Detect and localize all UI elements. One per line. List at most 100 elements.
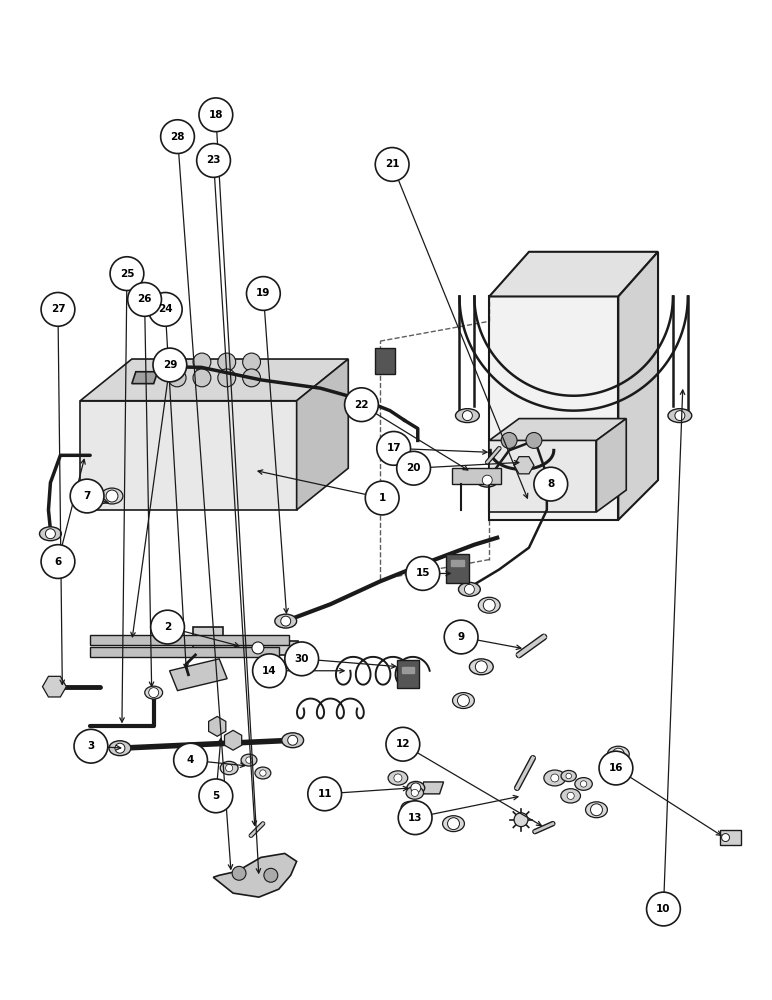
- Circle shape: [225, 764, 232, 772]
- Text: 5: 5: [212, 791, 219, 801]
- Circle shape: [675, 411, 685, 421]
- Text: 28: 28: [171, 132, 185, 142]
- Circle shape: [647, 892, 680, 926]
- Polygon shape: [90, 635, 289, 645]
- Circle shape: [476, 661, 487, 673]
- Text: 8: 8: [547, 479, 554, 489]
- Text: 27: 27: [51, 304, 66, 314]
- Text: 6: 6: [54, 557, 62, 567]
- Circle shape: [168, 369, 186, 387]
- Circle shape: [161, 120, 195, 154]
- Circle shape: [41, 545, 75, 578]
- Circle shape: [148, 293, 182, 326]
- Text: 12: 12: [395, 739, 410, 749]
- Ellipse shape: [109, 741, 130, 756]
- Circle shape: [411, 789, 418, 796]
- Polygon shape: [170, 659, 227, 691]
- Circle shape: [591, 804, 602, 816]
- Text: 25: 25: [120, 269, 134, 279]
- Polygon shape: [489, 440, 597, 512]
- Circle shape: [193, 353, 211, 371]
- Circle shape: [514, 813, 528, 827]
- Ellipse shape: [561, 770, 577, 782]
- Ellipse shape: [452, 693, 474, 708]
- Circle shape: [259, 770, 266, 776]
- Circle shape: [218, 353, 235, 371]
- Circle shape: [232, 866, 246, 880]
- Circle shape: [448, 818, 459, 830]
- Ellipse shape: [575, 778, 592, 790]
- Circle shape: [252, 654, 286, 688]
- Polygon shape: [489, 252, 658, 296]
- Ellipse shape: [479, 597, 500, 613]
- FancyBboxPatch shape: [445, 554, 469, 583]
- Circle shape: [406, 804, 413, 811]
- Polygon shape: [296, 359, 348, 510]
- Text: 13: 13: [408, 813, 422, 823]
- Polygon shape: [618, 252, 658, 520]
- Circle shape: [398, 801, 432, 835]
- Circle shape: [106, 490, 118, 502]
- Circle shape: [288, 735, 298, 745]
- Circle shape: [483, 599, 495, 611]
- FancyBboxPatch shape: [375, 348, 395, 374]
- Circle shape: [567, 792, 574, 799]
- Text: 29: 29: [163, 360, 177, 370]
- Text: 9: 9: [458, 632, 465, 642]
- Ellipse shape: [543, 770, 566, 786]
- Circle shape: [281, 616, 291, 626]
- Circle shape: [411, 783, 421, 793]
- Circle shape: [365, 481, 399, 515]
- Ellipse shape: [241, 754, 257, 766]
- Text: 23: 23: [206, 155, 221, 165]
- Text: 22: 22: [354, 400, 369, 410]
- Circle shape: [252, 642, 264, 654]
- Ellipse shape: [275, 614, 296, 628]
- Text: 30: 30: [294, 654, 309, 664]
- Circle shape: [245, 757, 252, 763]
- Circle shape: [115, 743, 125, 753]
- Text: 1: 1: [378, 493, 386, 503]
- Circle shape: [308, 777, 341, 811]
- Ellipse shape: [469, 659, 493, 675]
- Circle shape: [375, 148, 409, 181]
- Text: 24: 24: [158, 304, 173, 314]
- Text: 3: 3: [87, 741, 94, 751]
- Circle shape: [199, 98, 232, 132]
- Circle shape: [199, 779, 232, 813]
- Circle shape: [566, 773, 571, 779]
- Circle shape: [386, 727, 420, 761]
- Circle shape: [534, 467, 567, 501]
- Circle shape: [218, 369, 235, 387]
- Polygon shape: [90, 647, 279, 657]
- Circle shape: [581, 781, 587, 787]
- Text: 21: 21: [385, 159, 399, 169]
- Circle shape: [501, 432, 517, 448]
- Polygon shape: [132, 372, 157, 384]
- Ellipse shape: [401, 801, 418, 814]
- Circle shape: [197, 144, 230, 177]
- Text: 15: 15: [415, 568, 430, 578]
- Circle shape: [599, 751, 633, 785]
- Ellipse shape: [255, 767, 271, 779]
- Circle shape: [193, 369, 211, 387]
- Ellipse shape: [585, 802, 608, 818]
- Ellipse shape: [442, 816, 465, 832]
- Text: 20: 20: [406, 463, 421, 473]
- Circle shape: [458, 695, 469, 707]
- Circle shape: [149, 688, 159, 698]
- Ellipse shape: [220, 761, 238, 775]
- Polygon shape: [451, 560, 465, 566]
- Circle shape: [264, 868, 278, 882]
- Polygon shape: [597, 419, 626, 512]
- Circle shape: [174, 743, 208, 777]
- Circle shape: [394, 774, 402, 782]
- Polygon shape: [420, 782, 444, 794]
- Circle shape: [168, 353, 186, 371]
- Circle shape: [151, 610, 185, 644]
- Circle shape: [127, 283, 161, 316]
- Circle shape: [46, 529, 56, 539]
- Ellipse shape: [388, 771, 408, 785]
- Polygon shape: [80, 401, 296, 510]
- Ellipse shape: [101, 488, 123, 504]
